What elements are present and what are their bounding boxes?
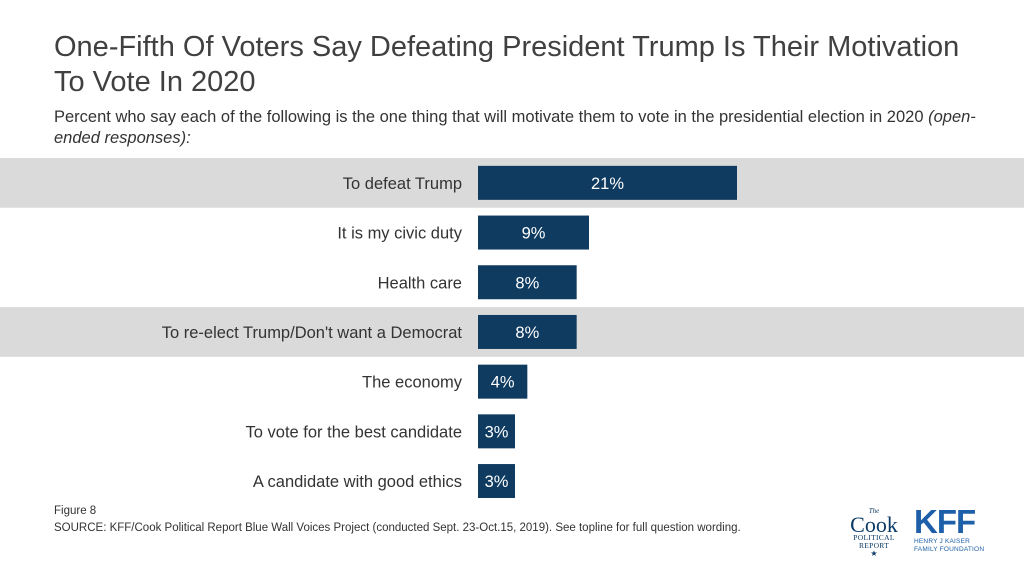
category-label: The economy	[362, 374, 463, 392]
category-label: To re-elect Trump/Don't want a Democrat	[162, 324, 463, 342]
chart-subtitle: Percent who say each of the following is…	[54, 107, 984, 149]
subtitle-text: Percent who say each of the following is…	[54, 108, 929, 126]
chart-title: One-Fifth Of Voters Say Defeating Presid…	[54, 31, 960, 98]
kff-logo: KFF HENRY J KAISER FAMILY FOUNDATION	[914, 503, 994, 562]
data-label: 3%	[485, 423, 509, 441]
bar	[478, 215, 589, 250]
category-label: It is my civic duty	[337, 225, 462, 243]
cook-political-report-logo: The Cook POLITICAL REPORT ★	[842, 508, 906, 560]
source-note: SOURCE: KFF/Cook Political Report Blue W…	[54, 522, 741, 534]
data-label: 4%	[491, 374, 515, 392]
category-label: To vote for the best candidate	[246, 423, 462, 441]
data-label: 21%	[591, 175, 624, 193]
data-label: 8%	[515, 324, 539, 342]
bar	[478, 414, 515, 449]
kff-logo-line2: FAMILY FOUNDATION	[914, 545, 985, 553]
cook-logo-the: The	[868, 507, 880, 515]
star-icon: ★	[870, 549, 878, 558]
bar-chart: To defeat Trump 21% It is my civic duty 9% H…	[0, 158, 1024, 498]
kff-logo-line1: HENRY J KAISER	[914, 538, 971, 545]
figure-label: Figure 8	[54, 505, 97, 517]
bar	[478, 364, 528, 399]
bar	[478, 265, 577, 300]
category-label: To defeat Trump	[343, 175, 462, 193]
data-label: 9%	[522, 225, 546, 243]
bar	[478, 165, 737, 200]
category-label: Health care	[378, 274, 462, 292]
data-label: 8%	[515, 274, 539, 292]
cook-logo-line1: POLITICAL	[853, 533, 895, 542]
subtitle-note: (open-ended responses):	[54, 108, 976, 147]
kff-logo-name: KFF	[914, 503, 976, 540]
bar	[478, 464, 515, 498]
data-label: 3%	[485, 473, 509, 491]
bar	[478, 314, 577, 349]
cook-logo-name: Cook	[850, 512, 898, 537]
cook-logo-line2: REPORT	[858, 541, 890, 550]
category-label: A candidate with good ethics	[253, 473, 462, 491]
